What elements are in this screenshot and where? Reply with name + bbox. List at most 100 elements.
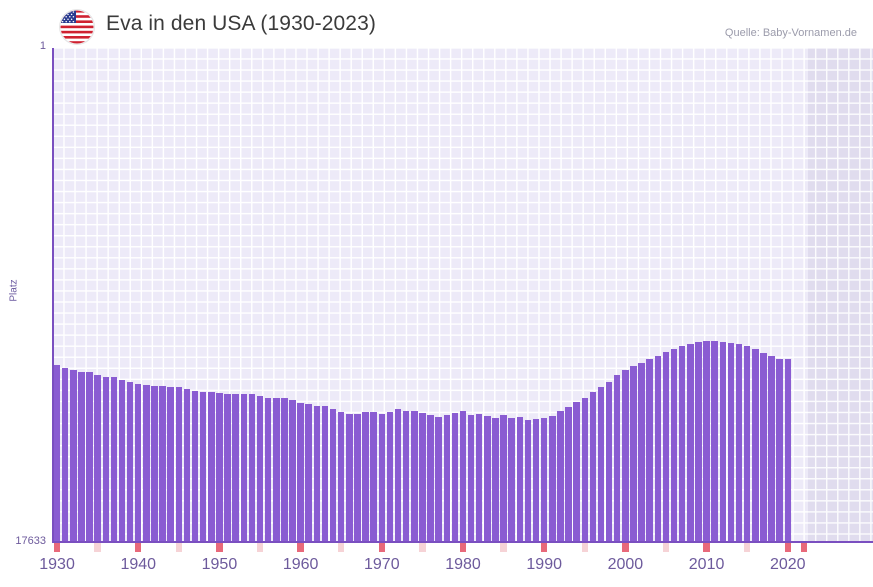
bar <box>208 392 215 542</box>
bar <box>695 342 702 542</box>
bar <box>557 411 564 542</box>
x-tick <box>135 543 142 552</box>
bar <box>135 383 142 542</box>
x-axis-line <box>52 541 873 543</box>
bar <box>687 343 694 542</box>
x-tick <box>256 543 264 552</box>
x-tick <box>378 543 386 552</box>
bar <box>362 411 369 542</box>
x-tick <box>500 543 507 552</box>
bar <box>743 345 751 542</box>
bar <box>435 416 442 542</box>
bar <box>565 407 572 542</box>
bar <box>167 386 174 542</box>
bar <box>256 396 264 542</box>
x-axis-label: 2020 <box>769 556 806 573</box>
bar <box>281 397 288 542</box>
bar <box>102 376 109 542</box>
x-axis-label: 2010 <box>688 556 725 573</box>
bar <box>776 358 783 542</box>
bar <box>264 398 272 542</box>
bar <box>248 393 256 542</box>
bar <box>573 401 580 542</box>
bar <box>297 402 304 542</box>
bar <box>500 415 507 542</box>
x-tick <box>662 543 670 552</box>
x-tick <box>540 543 548 552</box>
bar <box>597 387 605 542</box>
x-axis-ticks <box>53 543 873 552</box>
bar <box>386 411 394 542</box>
bar <box>727 342 735 542</box>
bar <box>370 412 377 542</box>
x-axis-label: 1990 <box>526 556 562 573</box>
bar <box>752 349 759 542</box>
x-tick <box>419 543 426 552</box>
bar <box>313 406 321 542</box>
x-tick <box>297 543 304 552</box>
bar <box>321 406 329 542</box>
bar <box>199 391 207 542</box>
bar <box>394 409 402 542</box>
x-tick <box>459 543 467 552</box>
bar <box>784 358 791 542</box>
bar <box>94 375 101 542</box>
x-axis-label: 1960 <box>282 556 319 573</box>
bar <box>719 341 727 542</box>
bar <box>183 388 191 542</box>
y-axis-bottom-label: 17633 <box>15 535 46 547</box>
bar <box>622 370 629 542</box>
bar <box>540 418 548 542</box>
y-axis-title: Platz <box>8 279 20 302</box>
bar <box>516 416 524 542</box>
plot-no-data-region <box>808 48 873 542</box>
bar <box>654 355 662 542</box>
chart-header: Eva in den USA (1930-2023) Quelle: Baby-… <box>0 0 873 46</box>
x-axis-label: 1930 <box>39 556 75 573</box>
bar <box>475 413 483 542</box>
y-axis-line <box>52 48 54 542</box>
bar <box>760 353 767 542</box>
bar <box>110 377 118 542</box>
plot-area <box>53 48 873 542</box>
bar <box>768 356 775 542</box>
bar <box>605 382 613 542</box>
x-tick <box>175 543 183 552</box>
page-title: Eva in den USA (1930-2023) <box>106 12 376 35</box>
bar <box>451 412 459 542</box>
bar <box>532 419 540 542</box>
bar <box>240 394 248 542</box>
bar <box>443 414 450 542</box>
bar <box>143 384 150 542</box>
us-flag-icon <box>60 10 94 44</box>
bar <box>86 371 93 542</box>
bar <box>61 367 69 542</box>
bar <box>411 410 418 542</box>
bar <box>224 393 231 542</box>
x-axis-label: 2000 <box>607 556 644 573</box>
bar <box>216 392 223 542</box>
x-tick <box>53 543 61 552</box>
x-axis-label: 1980 <box>445 556 481 573</box>
bar <box>484 416 491 542</box>
bar <box>78 372 85 542</box>
bar <box>70 370 77 542</box>
bar <box>159 385 166 542</box>
x-tick <box>784 543 791 552</box>
bar <box>289 400 296 542</box>
bar <box>581 397 589 542</box>
x-tick <box>622 543 629 552</box>
bar <box>427 414 434 542</box>
x-tick <box>743 543 751 552</box>
bar <box>329 409 337 542</box>
bar <box>346 413 353 542</box>
x-tick <box>94 543 101 552</box>
bar <box>378 413 386 542</box>
bar <box>614 375 621 542</box>
x-tick <box>337 543 345 552</box>
bar <box>662 352 670 542</box>
x-tick <box>800 543 808 552</box>
bar <box>638 363 645 542</box>
bar <box>646 358 653 542</box>
